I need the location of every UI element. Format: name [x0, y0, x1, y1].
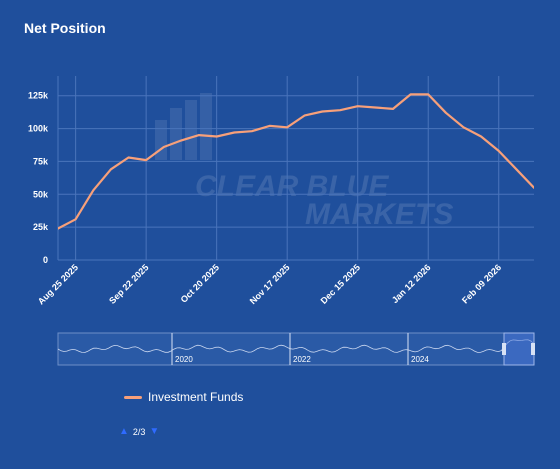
pager-down-icon[interactable]: ▼: [149, 426, 160, 437]
y-tick-label: 0: [43, 255, 48, 265]
x-tick-label: Nov 17 2025: [248, 262, 292, 306]
legend-pager: ▲ 2/3 ▼: [119, 426, 159, 437]
x-tick-label: Oct 20 2025: [179, 262, 221, 304]
navigator-range-selector[interactable]: [503, 332, 535, 366]
x-tick-label: Sep 22 2025: [107, 262, 151, 306]
x-tick-label: Feb 09 2026: [460, 262, 503, 305]
watermark: CLEAR BLUE MARKETS: [155, 93, 453, 231]
navigator[interactable]: 2020 2022 2024: [57, 332, 535, 366]
y-tick-label: 75k: [33, 156, 49, 166]
navigator-series-line: [57, 339, 535, 353]
legend[interactable]: Investment Funds: [124, 390, 243, 404]
navigator-right-handle[interactable]: [531, 343, 535, 355]
x-tick-label: Aug 25 2025: [36, 262, 80, 306]
x-tick-label: Jan 12 2026: [390, 262, 433, 305]
navigator-labels: 2020 2022 2024: [171, 333, 429, 365]
watermark-line1: CLEAR BLUE: [195, 170, 389, 203]
navigator-label: 2020: [175, 355, 193, 364]
series-line-investment-funds: [58, 93, 534, 230]
y-tick-label: 125k: [28, 91, 49, 101]
x-tick-label: Dec 15 2025: [319, 262, 363, 306]
legend-swatch: [124, 395, 142, 399]
grid: [57, 76, 534, 261]
y-tick-label: 100k: [28, 124, 49, 134]
y-tick-label: 50k: [33, 189, 49, 199]
navigator-left-handle[interactable]: [502, 343, 506, 355]
legend-label: Investment Funds: [148, 390, 244, 404]
pager-text: 2/3: [132, 426, 146, 437]
navigator-label: 2024: [411, 355, 429, 364]
x-axis-ticks: Aug 25 2025 Sep 22 2025 Oct 20 2025 Nov 17 …: [36, 262, 503, 306]
chart-title: Net Position: [24, 20, 106, 36]
y-tick-label: 25k: [33, 222, 49, 232]
watermark-line2: MARKETS: [305, 198, 453, 231]
pager-up-icon[interactable]: ▲: [119, 426, 129, 437]
y-axis-ticks: 0 25k 50k 75k 100k 125k: [28, 91, 49, 265]
navigator-label: 2022: [293, 355, 311, 364]
